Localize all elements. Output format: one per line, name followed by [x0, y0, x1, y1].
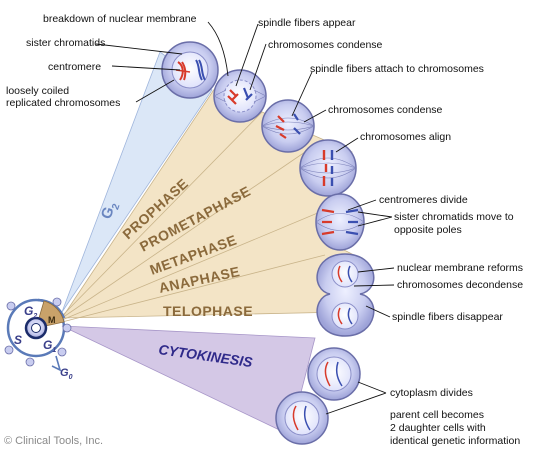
label-sister-chromatids: sister chromatids	[26, 37, 105, 49]
cell-anaphase	[315, 193, 365, 251]
phase-divider	[61, 151, 306, 319]
cycle-g1-label: G1	[43, 338, 56, 354]
leader-spindle-attach	[291, 71, 313, 117]
leader-chrom-align	[335, 137, 359, 153]
daughter-cell-top	[307, 347, 361, 401]
leader-loosely-coiled	[135, 79, 175, 103]
label-centromere: centromere	[48, 61, 101, 73]
leader-sister-chromatids	[95, 43, 183, 55]
cell-g2	[161, 41, 219, 99]
phase-divider	[61, 111, 263, 317]
phase-divider	[61, 254, 326, 323]
cycle-m-label: M	[48, 315, 56, 325]
g0-arrow	[51, 355, 62, 372]
label-loosely-coiled: loosely coiled	[6, 85, 69, 97]
label-parent-cell-3: identical genetic information	[390, 435, 520, 447]
cell-prophase	[213, 69, 267, 123]
cell-metaphase	[299, 139, 357, 197]
telophase-label: TELOPHASE	[163, 303, 253, 319]
leader-cytoplasm	[325, 381, 387, 415]
leader-chrom-decondense	[353, 284, 395, 287]
leader-chrom-condense-2	[303, 109, 327, 123]
label-chrom-condense-1: chromosomes condense	[268, 39, 383, 51]
cycle-g2-label: G2	[24, 304, 37, 320]
label-replicated-chromosomes: replicated chromosomes	[6, 97, 120, 109]
label-sister-move-2: opposite poles	[394, 224, 462, 236]
cell-cycle-wheel: G2 S G1 G0 M	[4, 297, 73, 381]
label-spindle-disappear: spindle fibers disappear	[392, 311, 503, 323]
label-sister-move-1: sister chromatids move to	[394, 211, 514, 223]
leader-chrom-condense-1	[249, 43, 267, 91]
leader-sister-move	[357, 211, 393, 227]
label-cytoplasm-divides: cytoplasm divides	[390, 387, 473, 399]
leader-breakdown	[207, 21, 229, 77]
leader-spindle-appear	[235, 23, 259, 87]
cycle-g0-label: G0	[60, 367, 73, 381]
label-nuclear-reforms: nuclear membrane reforms	[397, 262, 523, 274]
label-spindle-attach: spindle fibers attach to chromosomes	[310, 63, 484, 75]
cycle-s-label: S	[14, 333, 22, 347]
label-chrom-condense-2: chromosomes condense	[328, 104, 443, 116]
g2-phase-label: G2	[98, 199, 123, 222]
cytokinesis-wedge	[61, 325, 316, 436]
cell-telophase	[316, 253, 375, 337]
leader-centromere	[111, 65, 181, 71]
label-parent-cell-1: parent cell becomes	[390, 409, 484, 421]
credit-text: © Clinical Tools, Inc.	[4, 435, 103, 447]
phase-divider	[61, 211, 321, 321]
leader-spindle-disappear	[365, 305, 391, 318]
leader-nuclear-reforms	[357, 267, 395, 273]
label-chrom-align: chromosomes align	[360, 131, 451, 143]
label-breakdown: breakdown of nuclear membrane	[43, 13, 197, 25]
label-spindle-appear: spindle fibers appear	[258, 17, 356, 29]
label-parent-cell-2: 2 daughter cells with	[390, 422, 486, 434]
label-centromeres-divide: centromeres divide	[379, 194, 468, 206]
daughter-cell-bottom	[275, 391, 329, 445]
leader-centromeres-divide	[347, 199, 377, 211]
cell-prometaphase	[260, 99, 316, 153]
label-chrom-decondense: chromosomes decondense	[397, 279, 523, 291]
